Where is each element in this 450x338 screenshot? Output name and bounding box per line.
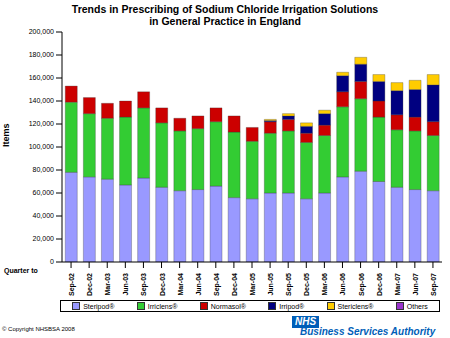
html-text:Irripod®: Irripod® <box>279 302 305 310</box>
html-text:Irriclens®: Irriclens® <box>147 302 178 310</box>
svg-text:Sep-07: Sep-07 <box>430 273 438 296</box>
svg-text:Sep-02: Sep-02 <box>68 273 76 296</box>
svg-text:Sep-04: Sep-04 <box>213 273 221 296</box>
svg-text:Dec-06: Dec-06 <box>376 273 383 296</box>
svg-text:140,000: 140,000 <box>29 97 54 104</box>
svg-text:Dec-03: Dec-03 <box>159 273 166 296</box>
html-text:Business Services Authority: Business Services Authority <box>300 326 436 337</box>
svg-text:Sep-03: Sep-03 <box>140 273 148 296</box>
svg-text:Jun-03: Jun-03 <box>122 273 129 296</box>
html-text:Stericlens®: Stericlens® <box>337 302 374 310</box>
svg-text:200,000: 200,000 <box>29 28 54 35</box>
svg-text:40,000: 40,000 <box>33 212 55 219</box>
svg-text:120,000: 120,000 <box>29 120 54 127</box>
html-text:Others: Others <box>406 302 428 310</box>
svg-text:Dec-02: Dec-02 <box>86 273 93 296</box>
svg-text:Sep-05: Sep-05 <box>285 273 293 296</box>
html-text:Normasol®: Normasol® <box>210 302 246 310</box>
html-text:Steripod®: Steripod® <box>83 302 115 310</box>
svg-text:Items: Items <box>8 123 11 147</box>
svg-text:160,000: 160,000 <box>29 74 54 81</box>
svg-text:Jun-04: Jun-04 <box>195 273 202 296</box>
svg-text:Jun-07: Jun-07 <box>412 273 419 296</box>
svg-text:0: 0 <box>50 258 54 265</box>
svg-text:Mar-05: Mar-05 <box>249 273 256 296</box>
svg-text:Mar-04: Mar-04 <box>177 273 184 296</box>
svg-text:100,000: 100,000 <box>29 143 54 150</box>
svg-text:Mar-07: Mar-07 <box>394 273 401 296</box>
svg-text:180,000: 180,000 <box>29 51 54 58</box>
svg-text:Dec-05: Dec-05 <box>303 273 310 296</box>
svg-text:Mar-06: Mar-06 <box>321 273 328 296</box>
svg-text:80,000: 80,000 <box>33 166 55 173</box>
html-text:Quarter to: Quarter to <box>4 267 38 274</box>
svg-text:Jun-06: Jun-06 <box>339 273 346 296</box>
svg-text:Mar-03: Mar-03 <box>104 273 111 296</box>
html-text:© Copyright NHSBSA 2008: © Copyright NHSBSA 2008 <box>2 326 75 332</box>
svg-text:60,000: 60,000 <box>33 189 55 196</box>
svg-text:20,000: 20,000 <box>33 235 55 242</box>
svg-text:Sep-06: Sep-06 <box>358 273 366 296</box>
html-text:NHS: NHS <box>295 316 317 327</box>
html-text:Trends in Prescribing of Sodiu: Trends in Prescribing of Sodium Chloride… <box>71 3 379 27</box>
svg-text:Jun-05: Jun-05 <box>267 273 274 296</box>
svg-text:Dec-04: Dec-04 <box>231 273 238 296</box>
